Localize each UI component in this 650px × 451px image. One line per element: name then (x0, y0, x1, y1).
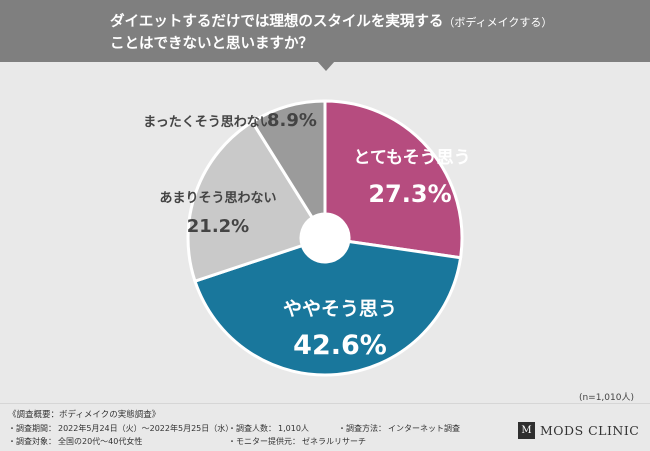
survey-target-label: ・調査対象： (8, 437, 56, 446)
slice-value-3: 21.2% (187, 216, 249, 237)
slice-label-4: まったくそう思わない (143, 115, 272, 130)
slice-label-3: あまりそう思わない (159, 191, 276, 206)
question-title-main: ダイエットするだけでは理想のスタイルを実現する (110, 14, 444, 30)
survey-title: 《調査概要：ボディメイクの実態調査》 (8, 410, 161, 420)
header-pointer (317, 61, 335, 71)
survey-method-label: ・調査方法： (338, 424, 386, 433)
question-header: ダイエットするだけでは理想のスタイルを実現する（ボディメイクする） ことはできな… (0, 0, 650, 62)
donut-hole (301, 214, 349, 262)
slice-label-1: とてもそう思う (353, 148, 470, 168)
survey-period: ・調査期間： 2022年5月24日（火）〜2022年5月25日（水） (8, 423, 233, 434)
pie-slice-1 (323, 99, 464, 260)
survey-provider-value: ゼネラルリサーチ (302, 437, 366, 446)
survey-period-label: ・調査期間： (8, 424, 56, 433)
question-title-line2: ことはできないと思いますか？ (110, 36, 313, 52)
survey-people-value: 1,010人 (278, 424, 309, 433)
survey-provider: ・モニター提供元： ゼネラルリサーチ (228, 436, 366, 447)
question-title-line1: ダイエットするだけでは理想のスタイルを実現する（ボディメイクする） (110, 10, 552, 31)
logo-mark-icon: M (518, 421, 535, 439)
donut-chart: とてもそう思う 27.3% ややそう思う 42.6% あまりそう思わない 21.2% まった… (143, 99, 471, 377)
logo-text: MODS CLINIC (540, 422, 640, 438)
survey-provider-label: ・モニター提供元： (228, 437, 300, 446)
sample-size-note: (n=1,010人) (578, 393, 634, 403)
slice-label-2: ややそう思う (283, 298, 397, 320)
slice-value-1: 27.3% (368, 180, 451, 208)
slice-value-4: 8.9% (267, 110, 317, 131)
survey-people-label: ・調査人数： (228, 424, 276, 433)
survey-target: ・調査対象： 全国の20代〜40代女性 (8, 436, 142, 447)
mods-clinic-logo: M MODS CLINIC (518, 419, 643, 441)
survey-target-value: 全国の20代〜40代女性 (58, 437, 143, 446)
question-title-note: （ボディメイクする） (443, 16, 553, 29)
survey-method: ・調査方法： インターネット調査 (338, 423, 460, 434)
survey-period-value: 2022年5月24日（火）〜2022年5月25日（水） (58, 424, 234, 433)
survey-footer: 《調査概要：ボディメイクの実態調査》 ・調査期間： 2022年5月24日（火）〜2… (0, 403, 650, 451)
survey-method-value: インターネット調査 (388, 424, 460, 433)
slice-value-2: 42.6% (293, 330, 387, 361)
survey-people: ・調査人数： 1,010人 (228, 423, 309, 434)
